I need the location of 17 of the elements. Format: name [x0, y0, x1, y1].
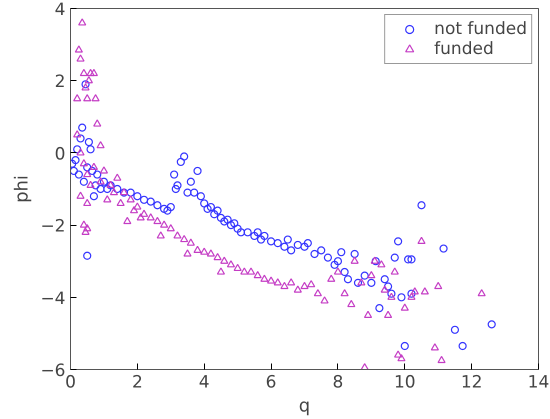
legend-label: funded: [434, 39, 494, 59]
y-axis-title: phi: [11, 175, 32, 203]
y-tick-label: −4: [40, 288, 66, 309]
x-tick-label: 8: [332, 372, 344, 392]
x-tick-label: 2: [132, 372, 143, 392]
y-tick-label: 4: [54, 0, 66, 20]
y-tick-label: −6: [40, 361, 66, 381]
x-tick-label: 4: [198, 372, 210, 392]
legend-label: not funded: [434, 19, 527, 39]
x-axis-title: q: [298, 396, 310, 416]
y-tick-label: −2: [40, 216, 66, 237]
x-tick-label: 12: [460, 372, 482, 392]
x-tick-label: 10: [394, 372, 416, 392]
x-tick-label: 14: [528, 372, 550, 392]
y-tick-label: 2: [54, 72, 66, 92]
x-tick-label: 6: [266, 372, 276, 392]
y-tick-label: 0: [54, 144, 66, 164]
